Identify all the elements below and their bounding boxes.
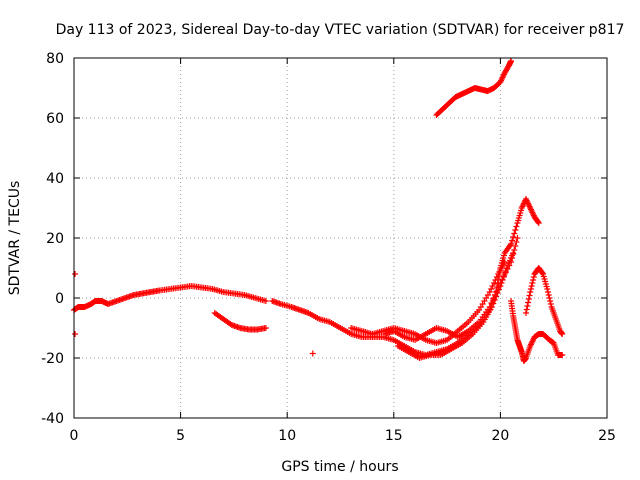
data-point	[510, 250, 517, 256]
data-point	[547, 301, 554, 307]
grid-lines	[74, 58, 607, 418]
series-outliers	[72, 271, 316, 357]
y-tick-label: 20	[46, 231, 64, 247]
x-tick-label: 20	[491, 428, 509, 444]
data-point	[262, 325, 269, 331]
data-point	[511, 230, 518, 237]
data-point	[72, 331, 79, 337]
data-point	[508, 58, 515, 64]
y-tick-label: 40	[46, 171, 64, 187]
plot-frame	[73, 57, 608, 419]
data-point	[500, 274, 507, 280]
data-point	[488, 304, 495, 310]
data-point	[511, 247, 518, 253]
x-tick-label: 25	[598, 428, 616, 444]
x-axis-label: GPS time / hours	[281, 459, 398, 475]
chart-title: Day 113 of 2023, Sidereal Day-to-day VTE…	[56, 22, 625, 38]
series-late-rise	[522, 265, 566, 337]
data-point	[498, 280, 505, 286]
data-point	[525, 296, 532, 302]
data-point	[499, 277, 506, 283]
data-point	[547, 298, 554, 304]
data-point	[490, 300, 497, 307]
data-point	[528, 283, 535, 289]
series-parallel-arc-c	[395, 250, 517, 361]
data-point	[535, 220, 542, 226]
data-point	[501, 271, 508, 277]
x-tick-label: 10	[278, 428, 296, 444]
y-tick-label: 60	[46, 111, 64, 127]
data-point	[513, 239, 520, 245]
series-late-branch	[508, 298, 566, 364]
data-point	[262, 298, 269, 304]
y-tick-label: 0	[55, 291, 64, 307]
data-point	[510, 234, 517, 240]
data-point	[545, 292, 552, 298]
data-point	[493, 293, 500, 300]
data-point	[494, 290, 501, 296]
data-point	[497, 283, 504, 289]
data-point	[539, 270, 546, 276]
x-tick-label: 5	[176, 428, 185, 444]
y-tick-label: -40	[41, 411, 64, 427]
data-point	[491, 280, 498, 286]
data-point	[524, 303, 531, 309]
data-point	[72, 271, 79, 277]
y-tick-label: -20	[41, 351, 64, 367]
data-point	[513, 223, 520, 230]
x-tick-label: 15	[385, 428, 403, 444]
data-point	[522, 310, 529, 316]
data-point	[529, 280, 536, 286]
data-point	[509, 237, 516, 244]
series-dip-arc	[211, 310, 269, 333]
data-point	[502, 268, 509, 274]
data-point	[512, 243, 519, 249]
data-point	[495, 286, 502, 293]
data-point	[514, 235, 521, 241]
y-tick-label: 80	[46, 51, 64, 67]
data-point	[491, 297, 498, 303]
series-parallel-arc-b	[348, 259, 508, 346]
series-upper-arc	[433, 58, 515, 118]
data-points	[71, 58, 566, 364]
data-point	[512, 227, 519, 233]
data-point	[530, 277, 537, 283]
data-point	[501, 259, 508, 265]
data-point	[523, 306, 530, 313]
data-point	[488, 286, 495, 292]
x-tick-label: 0	[70, 428, 79, 444]
axis-ticks: 0 5 10 15 20 25 -40 -20 0 20 40 60 80	[41, 51, 616, 444]
series-main-arc	[71, 283, 269, 313]
data-point	[545, 289, 552, 295]
y-axis-label: SDTVAR / TECUs	[7, 181, 23, 296]
data-point	[559, 331, 566, 337]
data-point	[508, 241, 515, 247]
data-point	[527, 286, 534, 292]
data-point	[309, 350, 316, 357]
data-point	[535, 219, 542, 225]
data-point	[544, 286, 551, 292]
data-point	[546, 295, 553, 301]
data-point	[527, 289, 534, 295]
data-point	[559, 352, 566, 358]
data-point	[530, 274, 537, 280]
data-point	[526, 292, 533, 299]
data-point	[525, 299, 532, 306]
